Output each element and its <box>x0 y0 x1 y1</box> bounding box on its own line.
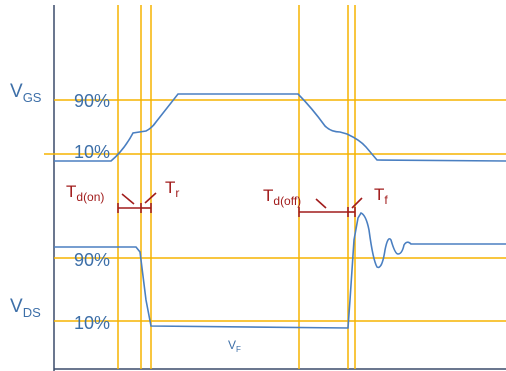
gs-90-label: 90% <box>74 91 110 111</box>
tf-bracket <box>348 197 363 217</box>
tr-bracket <box>141 192 157 213</box>
tr-label: Tr <box>165 178 179 200</box>
ds-90-label: 90% <box>74 250 110 270</box>
td-off-bracket <box>298 198 349 217</box>
gs-10-label: 10% <box>74 142 110 162</box>
vgs-waveform <box>54 93 506 162</box>
vgs-label: VGS <box>10 81 42 105</box>
ds-10-label: 10% <box>74 313 110 333</box>
td-on-bracket <box>117 193 142 213</box>
tf-label: Tf <box>374 185 388 207</box>
vds-waveform <box>54 212 506 329</box>
td-off-label: Td(off) <box>263 186 301 208</box>
vds-label: VDS <box>10 296 41 320</box>
td-on-label: Td(on) <box>66 182 104 204</box>
vf-label: VF <box>228 338 241 354</box>
